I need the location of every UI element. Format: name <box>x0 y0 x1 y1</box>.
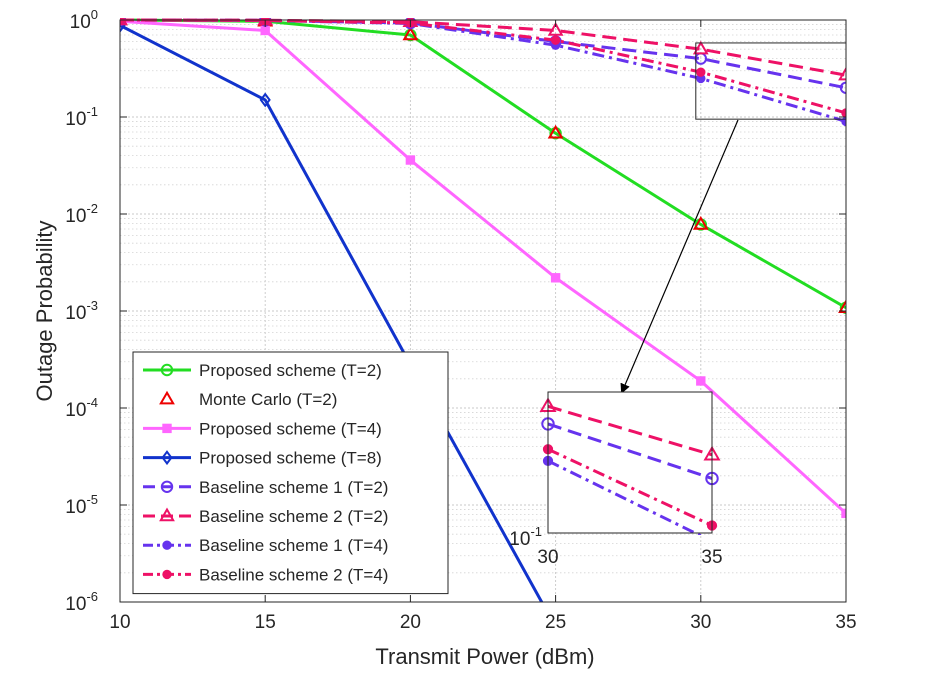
zoom-arrow <box>620 119 739 394</box>
data-point <box>692 40 709 55</box>
data-point <box>547 124 564 139</box>
legend-marker <box>160 363 174 377</box>
legend: Proposed scheme (T=2) Monte Carlo (T=2) Pr… <box>132 351 449 595</box>
y-axis-label: Outage Probability <box>32 221 57 402</box>
data-point <box>692 215 709 230</box>
data-point <box>696 376 706 386</box>
data-point <box>402 26 419 41</box>
series-line <box>120 18 846 310</box>
inset-series-line <box>547 447 713 527</box>
y-tick-label: 10-3 <box>65 298 98 324</box>
tick-base: 10 <box>65 594 86 615</box>
legend-item: Proposed scheme (T=2) <box>143 361 382 380</box>
tick-base: 10 <box>65 206 86 227</box>
legend-item: Proposed scheme (T=8) <box>143 449 382 468</box>
x-tick-label: 10 <box>109 612 130 633</box>
legend-item: Baseline scheme 2 (T=4) <box>143 565 388 584</box>
x-tick-label: 20 <box>400 612 421 633</box>
data-point <box>550 35 561 45</box>
tick-exponent: -2 <box>86 201 98 216</box>
tick-exponent: -1 <box>530 524 542 539</box>
legend-label: Proposed scheme (T=8) <box>199 449 382 468</box>
y-tick-label: 10-1 <box>65 104 98 130</box>
series-line <box>120 18 846 123</box>
data-point <box>696 67 706 77</box>
data-point <box>547 21 564 36</box>
legend-label: Baseline scheme 1 (T=2) <box>199 478 388 497</box>
legend-label: Baseline scheme 2 (T=2) <box>199 507 388 526</box>
y-tick-label: 10-4 <box>65 395 98 421</box>
x-tick-label: 35 <box>835 612 856 633</box>
inset-series-line <box>547 422 713 480</box>
legend-label: Proposed scheme (T=4) <box>199 419 382 438</box>
legend-marker <box>162 569 172 580</box>
x-tick-label: 25 <box>545 612 566 633</box>
legend-marker <box>161 450 173 466</box>
series-lines <box>120 18 846 602</box>
series-line <box>120 18 846 77</box>
legend-label: Baseline scheme 1 (T=4) <box>199 536 388 555</box>
data-point <box>550 273 561 283</box>
legend-marker <box>159 390 175 405</box>
zoom-region-box <box>695 42 847 120</box>
axes: 10 15 20 25 30 3510-610-510-410-310-210-1100T… <box>32 7 857 669</box>
tick-base: 10 <box>65 109 86 130</box>
legend-label: Baseline scheme 2 (T=4) <box>199 565 388 584</box>
tick-base: 10 <box>509 529 530 550</box>
data-point <box>259 92 271 108</box>
legend-item: Proposed scheme (T=4) <box>143 419 382 438</box>
legend-item: Monte Carlo (T=2) <box>159 390 337 409</box>
legend-label: Monte Carlo (T=2) <box>199 390 337 409</box>
tick-base: 10 <box>65 400 86 421</box>
data-point <box>260 25 270 36</box>
legend-item: Baseline scheme 2 (T=2) <box>143 507 388 526</box>
data-point <box>405 155 416 165</box>
series-line <box>120 19 846 515</box>
legend-item: Baseline scheme 1 (T=4) <box>143 536 388 555</box>
tick-exponent: -5 <box>86 492 98 507</box>
legend-marker <box>162 423 172 434</box>
tick-base: 10 <box>70 12 91 33</box>
legend-label: Proposed scheme (T=2) <box>199 361 382 380</box>
tick-exponent: 0 <box>91 7 98 22</box>
legend-box <box>132 351 449 595</box>
x-axis-label: Transmit Power (dBm) <box>375 644 594 669</box>
series-group <box>120 18 846 602</box>
tick-exponent: -1 <box>86 104 98 119</box>
series-line <box>120 18 846 115</box>
tick-exponent: -6 <box>86 589 98 604</box>
y-tick-label: 10-5 <box>65 492 98 518</box>
tick-exponent: -4 <box>86 395 98 410</box>
y-tick-label: 10-2 <box>65 201 98 227</box>
legend-marker <box>162 540 172 550</box>
zoom-annotation <box>620 42 847 394</box>
inset-series-line <box>547 404 713 457</box>
data-point <box>838 66 846 81</box>
tick-exponent: -3 <box>86 298 98 313</box>
y-tick-label: 100 <box>70 7 98 33</box>
legend-item: Baseline scheme 1 (T=2) <box>143 478 388 497</box>
data-point <box>838 299 846 313</box>
inset-plot: 30 35 10-1 <box>509 391 723 568</box>
inset-box <box>547 391 713 534</box>
inset-series-line <box>547 459 703 535</box>
tick-base: 10 <box>65 303 86 324</box>
x-tick-label: 15 <box>255 612 276 633</box>
y-tick-label: 10-6 <box>65 589 98 615</box>
legend-marker <box>160 480 174 493</box>
tick-base: 10 <box>65 497 86 518</box>
x-tick-label: 30 <box>690 612 711 633</box>
legend-marker <box>159 507 175 522</box>
inset-x-tick-label: 35 <box>701 547 722 568</box>
inset-x-tick-label: 30 <box>537 547 558 568</box>
series-line <box>120 24 544 602</box>
inset-y-tick-label: 10-1 <box>509 524 542 550</box>
series-line <box>120 18 846 90</box>
